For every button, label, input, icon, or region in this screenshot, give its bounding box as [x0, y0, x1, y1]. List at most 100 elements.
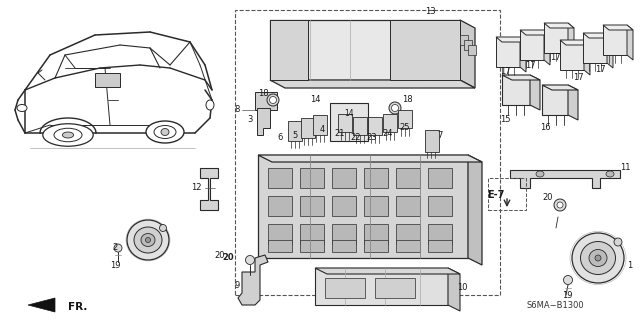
Polygon shape: [544, 23, 574, 28]
Text: 2: 2: [113, 243, 118, 253]
Polygon shape: [258, 155, 468, 258]
Bar: [268, 224, 292, 244]
Ellipse shape: [43, 124, 93, 146]
Bar: [488, 178, 526, 210]
Polygon shape: [200, 168, 218, 210]
Text: 24: 24: [383, 129, 393, 137]
Polygon shape: [460, 20, 475, 88]
Text: 12: 12: [191, 183, 201, 192]
Polygon shape: [603, 25, 633, 30]
Polygon shape: [560, 40, 584, 70]
Text: FR.: FR.: [68, 302, 88, 312]
Ellipse shape: [206, 100, 214, 110]
Ellipse shape: [146, 121, 184, 143]
Ellipse shape: [392, 105, 399, 112]
Ellipse shape: [114, 244, 122, 252]
Bar: [396, 224, 420, 244]
Bar: [428, 240, 452, 252]
Ellipse shape: [563, 276, 573, 285]
Bar: [332, 168, 356, 188]
Bar: [353, 117, 367, 135]
Polygon shape: [270, 20, 460, 80]
Bar: [338, 114, 352, 132]
Ellipse shape: [614, 238, 622, 246]
Bar: [428, 196, 452, 216]
Polygon shape: [607, 33, 613, 68]
Bar: [464, 40, 472, 50]
Bar: [364, 168, 388, 188]
Bar: [301, 118, 315, 138]
Bar: [300, 224, 324, 244]
Ellipse shape: [580, 241, 616, 275]
Bar: [428, 224, 452, 244]
Bar: [396, 240, 420, 252]
Polygon shape: [520, 30, 544, 60]
Text: 9: 9: [234, 280, 239, 290]
Text: 17: 17: [500, 68, 510, 77]
Ellipse shape: [159, 225, 166, 232]
Bar: [235, 10, 500, 295]
Ellipse shape: [127, 220, 169, 260]
Polygon shape: [542, 85, 578, 90]
Bar: [396, 196, 420, 216]
Ellipse shape: [161, 129, 169, 136]
Text: 19: 19: [562, 291, 572, 300]
Ellipse shape: [145, 238, 150, 242]
Ellipse shape: [536, 171, 544, 177]
Text: 7: 7: [437, 130, 443, 139]
Polygon shape: [496, 37, 520, 67]
Text: 20: 20: [543, 194, 553, 203]
Text: 1: 1: [627, 261, 632, 270]
Ellipse shape: [54, 128, 82, 142]
Text: 20: 20: [215, 250, 225, 259]
Text: 18: 18: [258, 90, 268, 99]
Bar: [364, 224, 388, 244]
Text: 10: 10: [457, 284, 467, 293]
Ellipse shape: [267, 94, 279, 106]
Polygon shape: [238, 255, 268, 305]
Bar: [468, 45, 476, 55]
Text: S6MA−B1300: S6MA−B1300: [526, 300, 584, 309]
Ellipse shape: [589, 249, 607, 266]
Text: 5: 5: [292, 130, 298, 139]
Ellipse shape: [63, 132, 74, 138]
Bar: [95, 73, 120, 87]
Text: 18: 18: [402, 95, 412, 105]
Text: 20: 20: [222, 254, 234, 263]
Polygon shape: [603, 25, 627, 55]
Bar: [398, 110, 412, 128]
Bar: [255, 92, 277, 110]
Polygon shape: [496, 37, 526, 42]
Bar: [330, 103, 368, 141]
Text: 17: 17: [550, 54, 560, 63]
Bar: [364, 196, 388, 216]
Ellipse shape: [154, 125, 176, 138]
Text: 8: 8: [234, 106, 240, 115]
Polygon shape: [544, 23, 568, 53]
Bar: [375, 278, 415, 298]
Text: 19: 19: [109, 261, 120, 270]
Polygon shape: [568, 23, 574, 58]
Text: 17: 17: [573, 73, 583, 83]
Text: 6: 6: [277, 133, 283, 143]
Polygon shape: [270, 20, 308, 80]
Bar: [300, 196, 324, 216]
Polygon shape: [530, 75, 540, 110]
Ellipse shape: [17, 105, 27, 112]
Ellipse shape: [141, 234, 155, 247]
Polygon shape: [568, 85, 578, 120]
Polygon shape: [584, 40, 590, 75]
Text: 23: 23: [367, 133, 378, 143]
Text: E-7: E-7: [487, 190, 504, 200]
Bar: [383, 114, 397, 132]
Ellipse shape: [595, 255, 601, 261]
Text: 16: 16: [540, 123, 550, 132]
Text: 14: 14: [310, 95, 320, 105]
Bar: [368, 117, 382, 135]
Polygon shape: [258, 155, 482, 162]
Polygon shape: [28, 298, 55, 312]
Text: 15: 15: [500, 115, 510, 124]
Polygon shape: [544, 30, 550, 65]
Text: 14: 14: [344, 108, 354, 117]
Bar: [332, 224, 356, 244]
